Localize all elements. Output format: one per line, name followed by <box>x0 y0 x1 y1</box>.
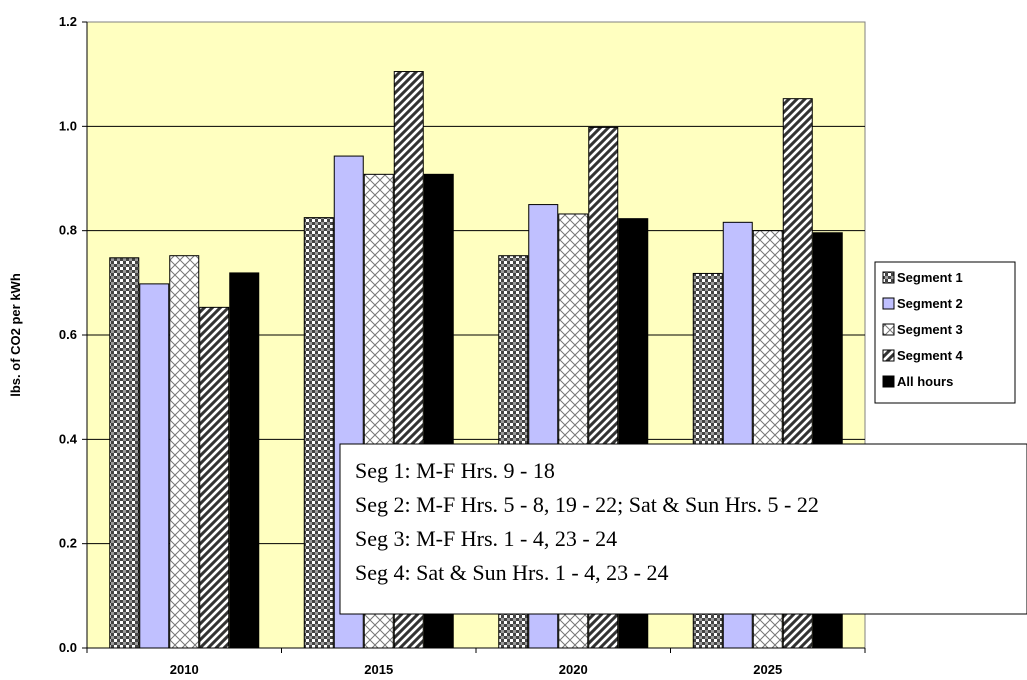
legend-swatch <box>882 375 895 388</box>
axes <box>82 21 866 653</box>
note-seg-4: Seg 4: Sat & Sun Hrs. 1 - 4, 23 - 24 <box>355 560 669 585</box>
legend-label: Segment 3 <box>897 322 963 337</box>
y-tick-label: 0.0 <box>59 640 77 655</box>
note-seg-2: Seg 2: M-F Hrs. 5 - 8, 19 - 22; Sat & Su… <box>355 492 819 517</box>
x-tick-labels: 2010 2015 2020 2025 <box>170 662 782 677</box>
y-tick-label: 0.6 <box>59 327 77 342</box>
legend: Segment 1 Segment 2 Segment 3 Segment 4 All … <box>874 261 1016 404</box>
bar-segment-4-2010 <box>199 306 230 649</box>
y-tick-label: 0.2 <box>59 536 77 551</box>
legend-swatch <box>882 323 895 336</box>
y-tick-label: 1.0 <box>59 118 77 133</box>
x-tick-label: 2010 <box>170 662 199 677</box>
legend-box <box>874 261 1016 404</box>
y-tick-label: 0.8 <box>59 223 77 238</box>
y-tick-labels: 0.0 0.2 0.4 0.6 0.8 1.0 1.2 <box>59 14 78 655</box>
legend-label: All hours <box>897 374 953 389</box>
bar-segment-1-2015 <box>303 217 334 649</box>
legend-swatch <box>882 297 895 310</box>
note-seg-3: Seg 3: M-F Hrs. 1 - 4, 23 - 24 <box>355 526 617 551</box>
legend-label: Segment 4 <box>897 348 964 363</box>
y-axis-title: lbs. of CO2 per kWh <box>8 273 23 397</box>
x-tick-label: 2025 <box>753 662 782 677</box>
y-tick-label: 0.4 <box>59 431 78 446</box>
legend-label: Segment 2 <box>897 296 963 311</box>
y-tick-label: 1.2 <box>59 14 77 29</box>
legend-label: Segment 1 <box>897 270 963 285</box>
legend-swatch <box>882 271 895 284</box>
legend-swatch <box>882 349 895 362</box>
bar-segment-1-2010 <box>109 257 140 649</box>
segment-note-box <box>339 443 1027 615</box>
bar-segment-2-2010 <box>139 283 170 649</box>
x-tick-label: 2015 <box>364 662 393 677</box>
bar-segment-3-2010 <box>169 255 200 649</box>
x-tick-label: 2020 <box>559 662 588 677</box>
bar-all-hours-2010 <box>229 272 260 649</box>
note-seg-1: Seg 1: M-F Hrs. 9 - 18 <box>355 458 555 483</box>
segment-note: Seg 1: M-F Hrs. 9 - 18 Seg 2: M-F Hrs. 5… <box>339 443 1027 615</box>
